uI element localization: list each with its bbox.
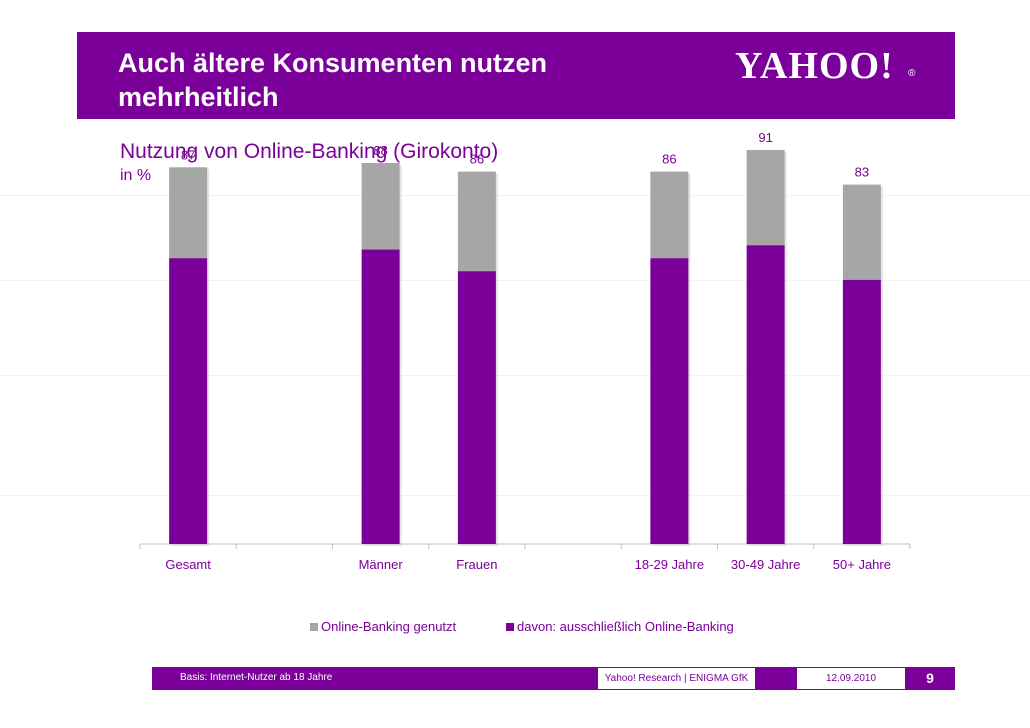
legend-label: Online-Banking genutzt bbox=[321, 619, 457, 634]
data-label-total: 88 bbox=[373, 143, 387, 158]
chart-unit: in % bbox=[120, 167, 152, 184]
data-label-total: 86 bbox=[470, 152, 484, 167]
data-label-total: 91 bbox=[758, 130, 772, 145]
bar-exclusive-online bbox=[842, 279, 881, 544]
bar-online-banking bbox=[457, 171, 496, 272]
x-tick-label: Männer bbox=[359, 557, 404, 572]
legend-item-exclusive: davon: ausschließlich Online-Banking bbox=[506, 619, 734, 634]
x-tick-label: 18-29 Jahre bbox=[635, 557, 704, 572]
bar-exclusive-online bbox=[650, 258, 689, 544]
bar-exclusive-online bbox=[746, 245, 785, 545]
data-label-exclusive: 69 bbox=[758, 361, 772, 376]
data-label-exclusive: 66 bbox=[662, 374, 676, 389]
bar-online-banking bbox=[842, 184, 881, 280]
bar-exclusive-online bbox=[169, 258, 208, 544]
faint-gridline bbox=[0, 280, 1030, 281]
x-tick-label: 30-49 Jahre bbox=[731, 557, 800, 572]
bar-online-banking bbox=[650, 171, 689, 259]
yahoo-logo: YAHOO! bbox=[735, 45, 894, 87]
faint-gridline bbox=[0, 495, 1030, 496]
legend-swatch-gray bbox=[310, 622, 318, 631]
logo-registered-mark: ® bbox=[908, 68, 916, 79]
data-label-exclusive: 61 bbox=[855, 396, 869, 411]
data-label-total: 87 bbox=[181, 147, 195, 162]
footer-date: 12.09.2010 bbox=[797, 668, 905, 689]
page-number: 9 bbox=[926, 670, 934, 686]
data-label-total: 83 bbox=[855, 165, 869, 180]
bar-online-banking bbox=[361, 162, 400, 250]
slide-title: Auch ältere Konsumenten nutzen mehrheitl… bbox=[118, 48, 548, 112]
bar-online-banking bbox=[746, 149, 785, 246]
chart-legend: Online-Banking genutzt davon: ausschließ… bbox=[0, 619, 1030, 639]
bar-exclusive-online bbox=[457, 271, 496, 544]
chart-title: Nutzung von Online-Banking (Girokonto) bbox=[120, 140, 499, 163]
data-label-exclusive: 68 bbox=[373, 366, 387, 381]
legend-item-online-banking: Online-Banking genutzt bbox=[310, 619, 456, 634]
faint-gridline bbox=[0, 195, 1030, 196]
x-tick-label: Frauen bbox=[456, 557, 497, 572]
data-label-exclusive: 63 bbox=[470, 387, 484, 402]
x-tick-label: Gesamt bbox=[165, 557, 211, 572]
data-label-total: 86 bbox=[662, 152, 676, 167]
x-tick-label: 50+ Jahre bbox=[833, 557, 891, 572]
faint-gridline bbox=[0, 375, 1030, 376]
bar-exclusive-online bbox=[361, 249, 400, 544]
footer-source: Yahoo! Research | ENIGMA GfK bbox=[598, 668, 755, 689]
bar-online-banking bbox=[169, 167, 208, 259]
header-bar bbox=[77, 32, 955, 119]
data-label-exclusive: 66 bbox=[181, 374, 195, 389]
legend-label: davon: ausschließlich Online-Banking bbox=[517, 619, 734, 634]
footer-basis: Basis: Internet-Nutzer ab 18 Jahre bbox=[180, 672, 333, 683]
legend-swatch-purple bbox=[506, 622, 514, 631]
